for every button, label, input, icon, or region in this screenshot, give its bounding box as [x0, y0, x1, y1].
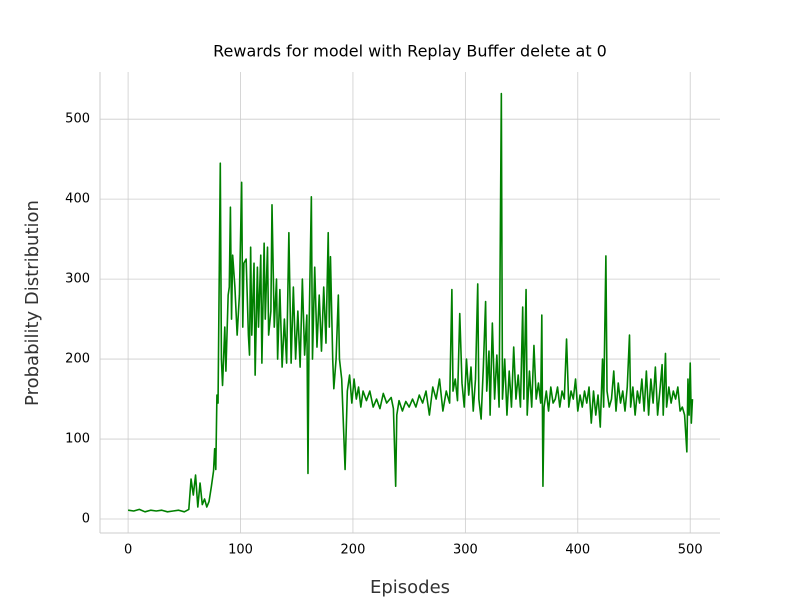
- series-line: [127, 92, 694, 513]
- x-tick-label: 400: [565, 543, 590, 558]
- y-tick-label: 300: [65, 272, 90, 287]
- x-tick-label: 0: [124, 543, 132, 558]
- x-axis-label: Episodes: [370, 577, 450, 598]
- y-tick-label: 100: [65, 432, 90, 447]
- chart-title: Rewards for model with Replay Buffer del…: [213, 42, 607, 61]
- x-tick-label: 200: [341, 543, 366, 558]
- x-tick-label: 500: [678, 543, 703, 558]
- y-tick-label: 500: [65, 112, 90, 127]
- y-tick-label: 200: [65, 352, 90, 367]
- x-tick-label: 100: [228, 543, 253, 558]
- y-axis-label: Probability Distribution: [22, 200, 43, 406]
- x-tick-label: 300: [453, 543, 478, 558]
- y-tick-label: 0: [82, 512, 90, 527]
- y-tick-label: 400: [65, 192, 90, 207]
